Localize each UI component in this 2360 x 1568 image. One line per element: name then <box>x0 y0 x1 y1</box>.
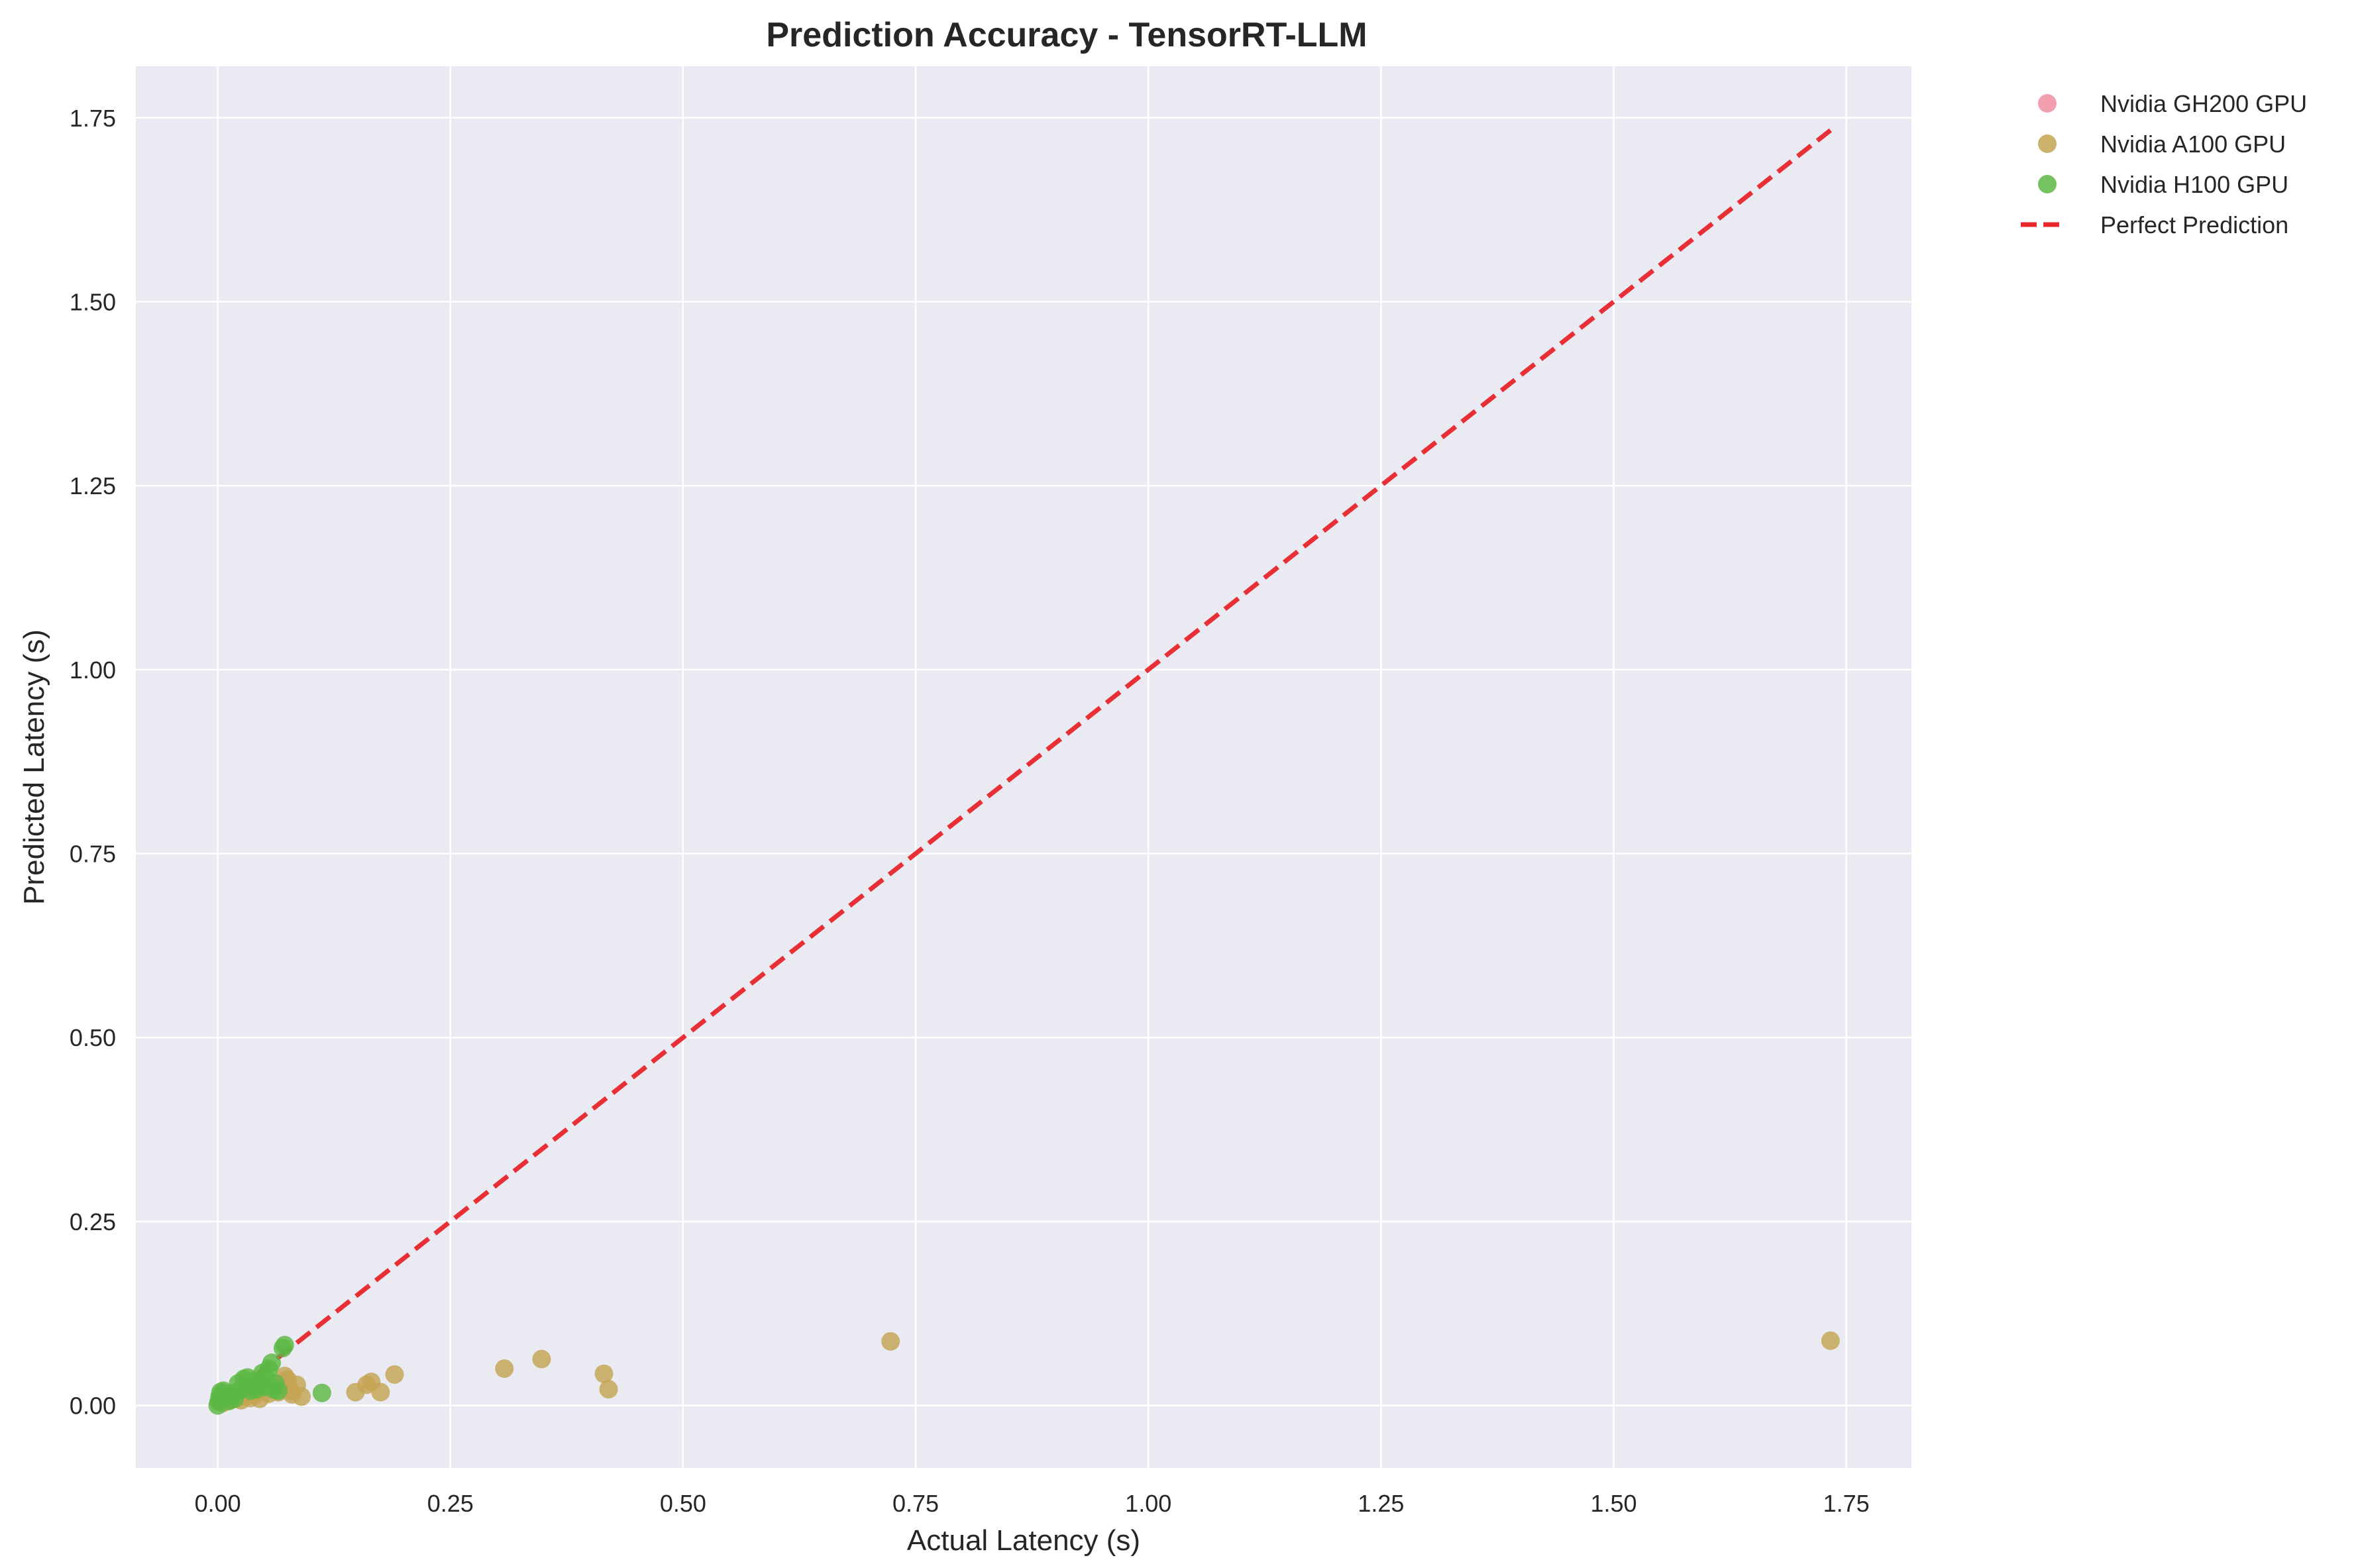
data-point-nvidia-a100-gpu <box>292 1387 311 1406</box>
data-point-nvidia-a100-gpu <box>532 1349 551 1369</box>
y-tick-label: 0.00 <box>70 1392 116 1420</box>
x-axis-label: Actual Latency (s) <box>907 1524 1140 1557</box>
x-tick-label: 0.75 <box>892 1490 939 1517</box>
legend-label-perfect-prediction: Perfect Prediction <box>2100 211 2288 238</box>
plot-area <box>136 66 1911 1468</box>
y-tick-label: 0.25 <box>70 1208 116 1235</box>
data-point-nvidia-a100-gpu <box>881 1332 900 1351</box>
data-point-nvidia-h100-gpu <box>275 1335 294 1355</box>
perfect-prediction-dashed-line <box>216 128 1832 1408</box>
y-axis-ticks: 0.00 0.25 0.50 0.75 1.00 1.25 1.50 1.75 <box>70 105 116 1420</box>
x-axis-ticks: 0.00 0.25 0.50 0.75 1.00 1.25 1.50 1.75 <box>195 1490 1870 1517</box>
legend-label-nvidia-gh200-gpu: Nvidia GH200 GPU <box>2100 90 2307 117</box>
data-point-nvidia-h100-gpu <box>312 1383 331 1402</box>
chart-title: Prediction Accuracy - TensorRT-LLM <box>766 16 1367 54</box>
data-point-nvidia-a100-gpu <box>495 1359 514 1379</box>
data-point-nvidia-h100-gpu <box>268 1381 288 1400</box>
legend-marker-nvidia-gh200-gpu <box>2038 94 2057 113</box>
data-point-nvidia-h100-gpu <box>262 1353 282 1373</box>
grid-lines <box>136 66 1911 1468</box>
y-tick-label: 1.00 <box>70 656 116 684</box>
x-tick-label: 1.00 <box>1125 1490 1171 1517</box>
legend: Nvidia GH200 GPU Nvidia A100 GPU Nvidia H1… <box>2021 90 2307 238</box>
perfect-prediction-line <box>216 128 1832 1408</box>
y-tick-label: 1.25 <box>70 472 116 499</box>
x-tick-label: 1.75 <box>1823 1490 1870 1517</box>
y-tick-label: 0.75 <box>70 841 116 868</box>
y-tick-label: 1.75 <box>70 105 116 132</box>
y-tick-label: 1.50 <box>70 288 116 315</box>
data-point-nvidia-a100-gpu <box>594 1364 614 1383</box>
x-tick-label: 0.50 <box>660 1490 706 1517</box>
legend-marker-nvidia-a100-gpu <box>2038 134 2057 153</box>
data-points <box>208 1331 1840 1415</box>
x-tick-label: 0.00 <box>195 1490 241 1517</box>
x-tick-label: 0.25 <box>427 1490 474 1517</box>
legend-marker-nvidia-h100-gpu <box>2038 175 2057 193</box>
x-tick-label: 1.50 <box>1590 1490 1636 1517</box>
data-point-nvidia-a100-gpu <box>371 1383 390 1402</box>
data-point-nvidia-a100-gpu <box>1821 1331 1840 1350</box>
y-tick-label: 0.50 <box>70 1024 116 1051</box>
legend-label-nvidia-h100-gpu: Nvidia H100 GPU <box>2100 171 2288 198</box>
data-point-nvidia-a100-gpu <box>599 1380 618 1399</box>
data-point-nvidia-a100-gpu <box>385 1365 404 1384</box>
y-axis-label: Predicted Latency (s) <box>18 629 50 905</box>
legend-label-nvidia-a100-gpu: Nvidia A100 GPU <box>2100 131 2286 158</box>
x-tick-label: 1.25 <box>1358 1490 1404 1517</box>
